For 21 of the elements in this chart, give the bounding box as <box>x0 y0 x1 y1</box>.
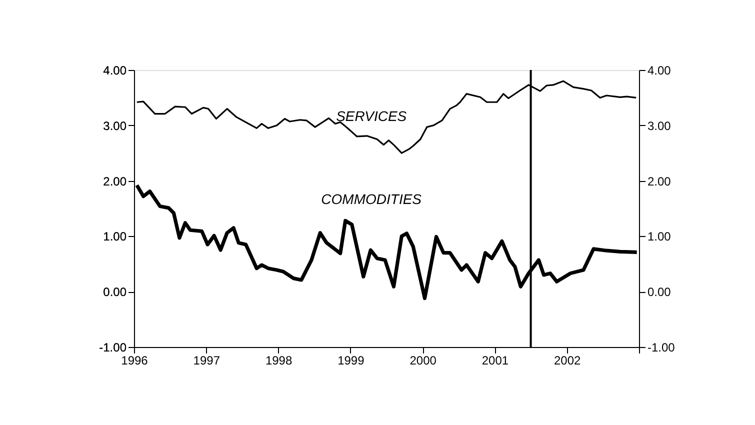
y2-tick-label: 3.00 <box>648 118 672 133</box>
y-tick-label: 3.00 <box>103 118 127 133</box>
y2-tick-label: 0.00 <box>648 285 672 300</box>
y-tick-label: 0.00 <box>103 285 127 300</box>
y2-tick-label: -1.00 <box>648 340 676 354</box>
series-label: SERVICES <box>336 108 408 124</box>
x-tick-label: 1998 <box>265 354 292 368</box>
y-tick-label: 2.00 <box>103 174 127 188</box>
y2-tick-label: 2.00 <box>648 174 672 188</box>
y2-tick-label: 4.00 <box>648 64 672 78</box>
x-tick-label: 1999 <box>338 354 365 368</box>
x-tick-label: 1996 <box>121 354 148 368</box>
series-label: COMMODITIES <box>321 191 422 208</box>
x-tick-label: 2002 <box>554 354 582 368</box>
x-tick-label: 2000 <box>410 354 437 368</box>
y-tick-label: -1.00 <box>99 340 127 354</box>
x-tick-label: 1997 <box>193 354 220 368</box>
y-tick-label: 1.00 <box>103 230 127 244</box>
y-tick-label: 4.00 <box>103 64 127 78</box>
y2-tick-label: 1.00 <box>648 230 672 244</box>
x-tick-label: 2001 <box>482 354 509 368</box>
